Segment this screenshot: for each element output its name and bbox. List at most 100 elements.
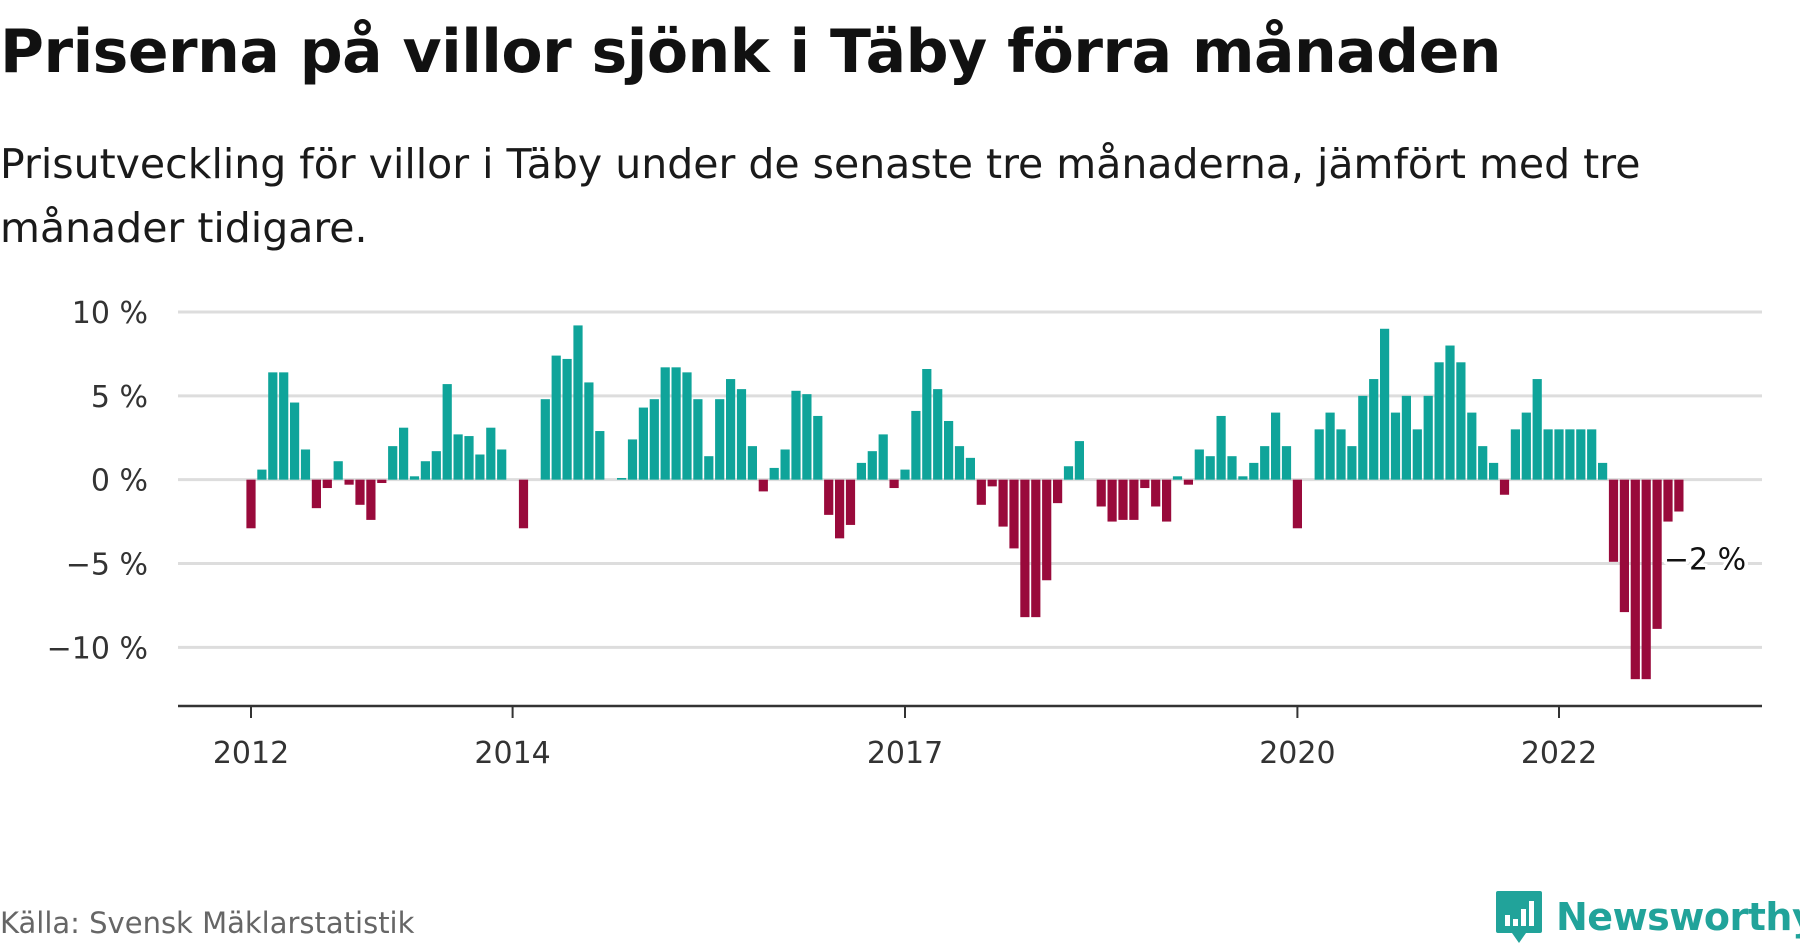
bar [1063, 466, 1074, 480]
bar [954, 446, 965, 480]
bar [1172, 476, 1183, 480]
bar [300, 449, 311, 480]
bar [933, 389, 943, 480]
bar [1434, 362, 1444, 480]
bar [573, 325, 583, 480]
bar [377, 479, 387, 484]
bar [1227, 456, 1237, 480]
bar [1543, 429, 1553, 480]
bar [1325, 412, 1335, 480]
bar [1674, 479, 1684, 512]
y-axis-tick-labels: 10 % 5 % 0 % −5 % −10 % [47, 296, 148, 666]
bar [1129, 479, 1139, 520]
brand-name: Newsworthy [1556, 895, 1800, 939]
bar [1565, 429, 1575, 480]
chart-title: Priserna på villor sjönk i Täby förra må… [0, 17, 1502, 87]
bar [1412, 429, 1422, 480]
source-note: Källa: Svensk Mäklarstatistik [0, 906, 415, 940]
bar [1499, 479, 1510, 495]
bar [475, 454, 485, 480]
bar [1576, 429, 1586, 480]
bar [1260, 446, 1270, 480]
bar [518, 479, 529, 529]
bar [399, 427, 409, 480]
bar [355, 479, 365, 505]
bar [922, 369, 932, 480]
bar [366, 479, 376, 520]
bar [540, 399, 550, 480]
bar [453, 434, 463, 480]
x-tick-label: 2020 [1259, 736, 1335, 771]
bar [1292, 479, 1302, 529]
bar [1641, 479, 1651, 680]
bar [1445, 345, 1455, 480]
bar [889, 479, 899, 489]
bar [900, 469, 910, 480]
bar [1118, 479, 1128, 520]
bar [584, 382, 594, 480]
bar [1598, 462, 1608, 480]
bar [1619, 479, 1629, 613]
bar [290, 402, 300, 480]
bar [987, 479, 997, 487]
bar [595, 431, 605, 480]
bar [911, 410, 921, 480]
bar [333, 461, 343, 480]
bar [845, 479, 856, 525]
y-tick-label: −5 % [66, 547, 148, 582]
bar [311, 479, 321, 509]
bar [747, 446, 757, 480]
bar [1194, 449, 1204, 480]
bar [867, 451, 877, 480]
bars [246, 325, 1684, 680]
bar [671, 367, 681, 480]
bar [835, 479, 845, 539]
bar [1554, 429, 1564, 480]
bar [1369, 379, 1379, 480]
brand-logo-block[interactable]: Newsworthy [1494, 886, 1800, 948]
bar [976, 479, 986, 505]
bar [736, 389, 747, 480]
x-tick-label: 2012 [213, 736, 289, 771]
bar [627, 439, 638, 480]
bar [1020, 479, 1030, 618]
bar [497, 449, 507, 480]
bar [268, 372, 278, 480]
bar [802, 394, 812, 480]
bar [726, 379, 736, 480]
bar [322, 479, 332, 489]
bar [1478, 446, 1488, 480]
bar [1151, 479, 1161, 507]
bar [791, 390, 801, 480]
bar [1663, 479, 1673, 522]
bar [1510, 429, 1520, 480]
bar [856, 462, 866, 480]
bar [704, 456, 714, 480]
bar [1521, 412, 1531, 480]
bar [813, 415, 823, 480]
bar [1281, 446, 1292, 480]
y-tick-label: 0 % [91, 464, 148, 499]
bar [431, 451, 441, 480]
bar [257, 469, 267, 480]
bar [649, 399, 659, 480]
bar [464, 436, 474, 480]
bar [562, 358, 572, 480]
bar [1205, 456, 1215, 480]
bar [486, 427, 496, 480]
bar [1401, 395, 1411, 480]
bar [693, 399, 703, 480]
bar [1249, 462, 1259, 480]
bar [998, 479, 1008, 527]
y-tick-label: −10 % [47, 631, 148, 666]
bar [769, 467, 779, 480]
bar [715, 399, 725, 480]
y-tick-label: 10 % [72, 296, 148, 331]
bar [682, 372, 692, 480]
bar [1107, 479, 1117, 522]
bar [1009, 479, 1019, 549]
bar [1336, 429, 1346, 480]
bar [1183, 479, 1193, 485]
bar [878, 434, 888, 480]
bar [617, 477, 627, 480]
